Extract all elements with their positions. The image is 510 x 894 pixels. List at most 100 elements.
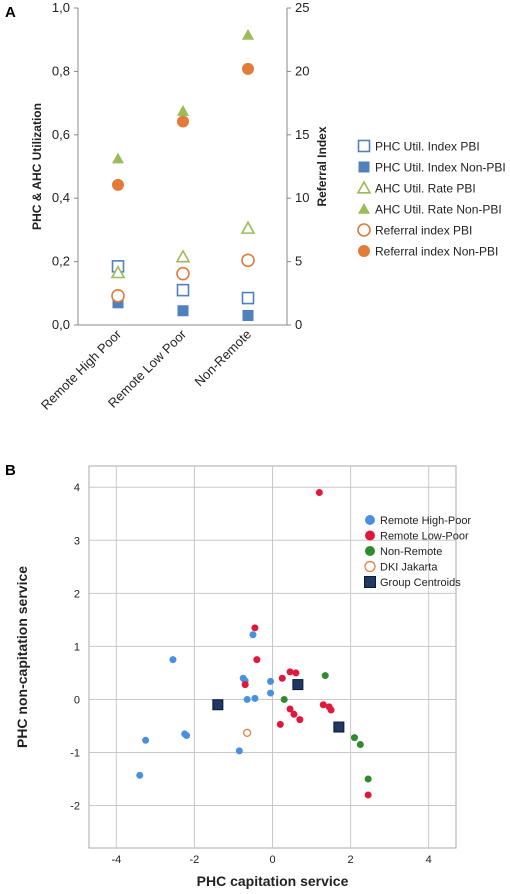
y-tick-label: 0: [74, 694, 80, 706]
panel-b-label: B: [5, 462, 16, 479]
y-tick-label-left: 0,0: [52, 317, 70, 332]
y-tick-label: 1: [74, 641, 80, 653]
legend-label: AHC Util. Rate Non-PBI: [375, 203, 502, 217]
data-point: [241, 291, 255, 305]
data-point: [142, 736, 150, 744]
y-tick-label: 3: [74, 535, 80, 547]
data-point: [253, 656, 261, 664]
x-tick-label: 4: [426, 854, 432, 866]
data-point: [112, 178, 124, 191]
data-point: [169, 656, 177, 664]
chart-b: -4 -2 0 2 4 -2 -1 0 1 2 3 4 PHC capitation service PH…: [14, 465, 471, 889]
y-tick-label-left: 0,6: [52, 127, 70, 142]
y-tick-label: -2: [70, 801, 80, 813]
data-point: [327, 706, 335, 714]
data-point: [321, 672, 329, 680]
data-point: [243, 728, 252, 737]
data-point: [110, 265, 126, 279]
data-point: [243, 695, 251, 703]
data-point: [356, 741, 364, 749]
y-tick-label-left: 0,4: [52, 190, 70, 205]
legend-label: PHC Util. Index Non-PBI: [375, 161, 506, 175]
y-tick-label-right: 15: [295, 127, 309, 142]
data-point: [240, 220, 256, 234]
data-point: [350, 734, 358, 742]
data-point: [242, 62, 254, 75]
data-point: [241, 681, 249, 689]
legend-label: Non-Remote: [380, 546, 442, 558]
data-point: [292, 679, 304, 691]
y-tick-label-right: 5: [295, 254, 302, 269]
data-point: [333, 721, 345, 733]
legend-marker: [365, 515, 375, 525]
data-point: [176, 266, 190, 281]
legend-label: PHC Util. Index PBI: [375, 140, 480, 154]
legend-marker: [356, 180, 372, 194]
data-point: [176, 283, 190, 297]
y-tick-label-right: 25: [295, 0, 309, 15]
data-point: [242, 28, 254, 40]
data-point: [235, 747, 243, 755]
x-tick-label: -4: [111, 854, 121, 866]
y-tick-label-left: 1,0: [52, 0, 70, 15]
data-point: [249, 631, 257, 639]
x-tick-label: 0: [269, 854, 275, 866]
chart-a: 0,0 0,2 0,4 0,6 0,8 1,0 0 5 10 15 20 25 PHC & AHC Ut…: [30, 0, 506, 413]
data-point: [276, 720, 284, 728]
data-point: [290, 710, 298, 718]
data-point: [212, 699, 224, 711]
data-point: [267, 677, 275, 685]
data-point: [286, 705, 294, 713]
data-point: [292, 669, 300, 677]
legend-label: DKI Jakarta: [380, 562, 438, 574]
data-point: [242, 309, 254, 321]
legend-marker: [357, 139, 371, 153]
legend-marker: [358, 245, 370, 257]
data-point: [251, 694, 259, 702]
panel-a-label: A: [5, 4, 16, 21]
data-point: [177, 115, 189, 128]
data-point: [286, 668, 294, 676]
legend-marker: [358, 203, 370, 214]
data-point: [112, 297, 124, 309]
data-point: [315, 489, 323, 497]
data-point: [177, 305, 189, 317]
legend-marker: [365, 546, 375, 556]
legend-label: Remote High-Poor: [380, 515, 471, 527]
x-tick-label: 2: [348, 854, 354, 866]
y-tick-label-left: 0,2: [52, 254, 70, 269]
x-tick-label: -2: [190, 854, 200, 866]
data-point: [267, 689, 275, 697]
data-point: [280, 695, 288, 703]
data-point: [136, 771, 144, 779]
data-point: [364, 775, 372, 783]
data-point: [111, 289, 125, 303]
legend-marker: [358, 161, 370, 173]
data-point: [296, 716, 304, 724]
y-tick-label: -1: [70, 748, 80, 760]
y-tick-label-right: 0: [295, 317, 302, 332]
legend-marker: [364, 576, 376, 588]
data-point: [241, 253, 255, 268]
data-point: [278, 674, 286, 682]
y-tick-label-left: 0,8: [52, 63, 70, 78]
legend-label: Referral index PBI: [375, 224, 472, 238]
y-axis-label-left: PHC & AHC Utilization: [30, 103, 44, 230]
y-tick-label-right: 10: [295, 190, 309, 205]
legend-label: Group Centroids: [380, 577, 461, 589]
x-axis-label: PHC capitation service: [197, 873, 349, 889]
data-point: [112, 152, 124, 164]
legend-marker: [357, 223, 371, 237]
y-axis-label-right: Referral Index: [315, 126, 329, 206]
data-point: [251, 624, 259, 632]
data-point: [364, 791, 372, 799]
legend-label: Remote Low-Poor: [380, 531, 469, 543]
data-point: [175, 249, 191, 263]
legend-label: AHC Util. Rate PBI: [375, 182, 476, 196]
y-tick-label-right: 20: [295, 63, 309, 78]
y-axis-label: PHC non-capitation service: [14, 566, 30, 748]
legend-label: Referral index Non-PBI: [375, 245, 498, 259]
y-tick-label: 4: [74, 482, 80, 494]
legend-marker: [364, 560, 376, 573]
